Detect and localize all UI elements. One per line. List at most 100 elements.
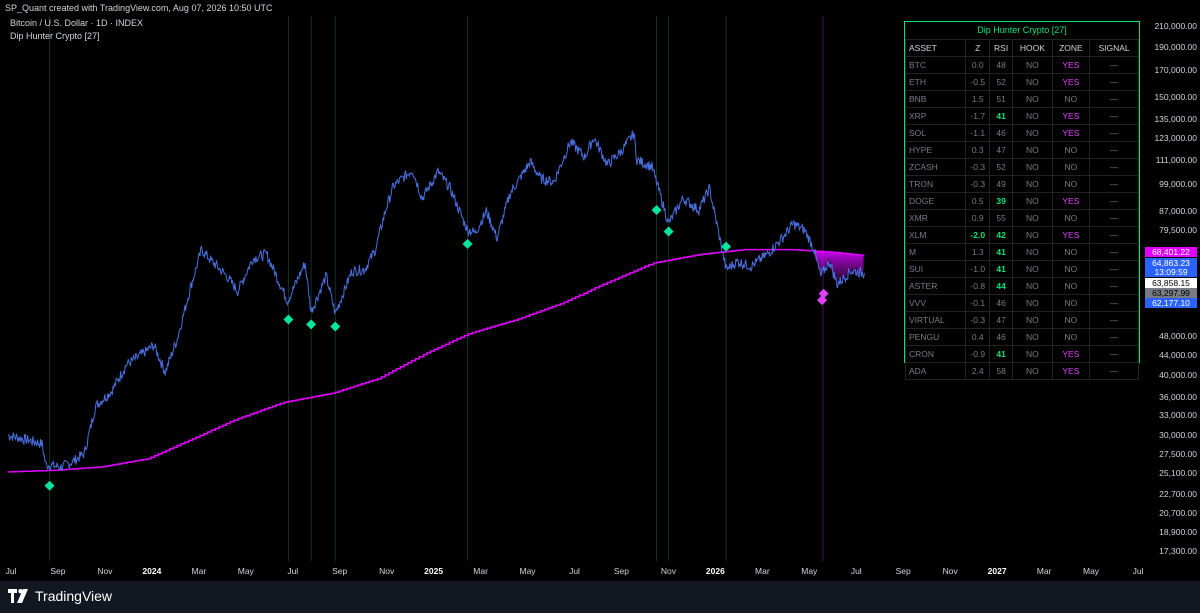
table-cell: -1.1 — [965, 124, 991, 142]
table-body: BTC 0.0 48 NO YES — ETH -0.5 52 NO YES — BNB 1.5 51 NO N… — [904, 56, 1139, 380]
table-cell: NO — [1012, 141, 1053, 159]
tradingview-brand[interactable]: TradingView — [8, 588, 112, 604]
table-cell: 46 — [989, 328, 1014, 346]
table-cell: — — [1089, 158, 1139, 176]
signal-marker-4 — [462, 238, 473, 249]
zone-fill-area — [813, 251, 864, 288]
table-cell: 47 — [989, 311, 1014, 329]
table-cell: NO — [1012, 362, 1053, 380]
footer-bar: TradingView — [0, 581, 1200, 613]
table-cell: 44 — [989, 277, 1014, 295]
price-tick: 99,000.00 — [1159, 179, 1197, 189]
table-cell: YES — [1051, 192, 1091, 210]
time-tick: Mar — [755, 566, 770, 576]
header-bar: SP_Quant created with TradingView.com, A… — [0, 0, 1200, 16]
price-tick: 17,300.00 — [1159, 546, 1197, 557]
table-cell: 51 — [989, 90, 1014, 108]
table-cell: -0.1 — [965, 294, 991, 312]
table-cell: -0.8 — [965, 277, 991, 295]
price-tick: 22,700.00 — [1159, 488, 1197, 499]
table-row: DOGE 0.5 39 NO YES — — [904, 192, 1139, 210]
table-cell: 0.4 — [965, 328, 991, 346]
price-tick: 20,700.00 — [1159, 508, 1197, 519]
time-tick: 2026 — [705, 566, 725, 576]
table-row: ZCASH -0.3 52 NO NO — — [904, 158, 1139, 176]
table-cell: M — [904, 243, 967, 261]
table-cell: 41 — [989, 345, 1014, 363]
table-cell: BNB — [904, 90, 967, 108]
signal-marker-5 — [651, 204, 662, 215]
dip-hunter-table: Dip Hunter Crypto [27] ASSET Z RSI HOOK ZONE… — [904, 21, 1140, 380]
table-cell: NO — [1012, 73, 1053, 91]
table-cell: — — [1089, 175, 1139, 193]
table-cell: NO — [1012, 124, 1053, 142]
time-tick: Nov — [97, 566, 113, 576]
table-row: XMR 0.9 55 NO NO — — [904, 209, 1139, 227]
table-cell: YES — [1051, 73, 1091, 91]
table-cell: NO — [1012, 311, 1053, 329]
price-axis[interactable]: 210,000.00 190,000.00 170,000.00 150,000.00… — [1143, 16, 1200, 561]
table-cell: ETH — [904, 73, 967, 91]
table-cell: 52 — [989, 73, 1014, 91]
table-cell: PENGU — [904, 328, 967, 346]
table-cell: NO — [1012, 328, 1053, 346]
price-tick: 27,500.00 — [1159, 448, 1197, 459]
table-cell: NO — [1051, 175, 1091, 193]
moving-average-line — [8, 248, 865, 473]
table-cell: 52 — [989, 158, 1014, 176]
table-cell: 46 — [989, 124, 1014, 142]
table-cell: VVV — [904, 294, 967, 312]
signal-vertical-lines — [49, 16, 825, 561]
table-cell: 0.9 — [965, 209, 991, 227]
table-cell: SUI — [904, 260, 967, 278]
table-cell: — — [1089, 90, 1139, 108]
symbol-legend[interactable]: Bitcoin / U.S. Dollar · 1D · INDEX — [10, 18, 144, 28]
price-label-1: 64,863.23 — [1145, 258, 1197, 268]
time-tick: May — [801, 566, 818, 576]
table-cell: NO — [1012, 277, 1053, 295]
price-tick: 190,000.00 — [1154, 41, 1197, 52]
price-label-4: 63,297.99 — [1145, 288, 1197, 298]
table-cell: NO — [1012, 294, 1053, 312]
table-row: ADA 2.4 58 NO YES — — [904, 362, 1139, 380]
table-cell: SOL — [904, 124, 967, 142]
table-cell: — — [1089, 345, 1139, 363]
table-header-row: ASSET Z RSI HOOK ZONE SIGNAL — [904, 39, 1139, 57]
table-cell: VIRTUAL — [904, 311, 967, 329]
table-cell: NO — [1051, 209, 1091, 227]
table-cell: 46 — [989, 294, 1014, 312]
table-cell: 0.5 — [965, 192, 991, 210]
time-tick: May — [1083, 566, 1100, 576]
table-cell: NO — [1051, 294, 1091, 312]
table-cell: XRP — [904, 107, 967, 125]
table-cell: — — [1089, 56, 1139, 74]
table-cell: YES — [1051, 345, 1091, 363]
indicator-legend[interactable]: Dip Hunter Crypto [27] — [10, 31, 100, 41]
table-row: BTC 0.0 48 NO YES — — [904, 56, 1139, 74]
table-row: SOL -1.1 46 NO YES — — [904, 124, 1139, 142]
table-cell: — — [1089, 73, 1139, 91]
table-cell: NO — [1051, 277, 1091, 295]
table-cell: CRON — [904, 345, 967, 363]
time-axis[interactable]: Jul Sep Nov 2024 Mar May Jul Sep Nov 2025 Mar May Ju… — [0, 561, 1144, 581]
signal-markers — [44, 204, 829, 491]
table-cell: — — [1089, 243, 1139, 261]
table-cell: NO — [1051, 311, 1091, 329]
table-cell: — — [1089, 107, 1139, 125]
table-cell: NO — [1051, 141, 1091, 159]
table-cell: NO — [1012, 90, 1053, 108]
table-cell: NO — [1012, 243, 1053, 261]
table-cell: NO — [1051, 243, 1091, 261]
header-cell: HOOK — [1012, 39, 1053, 57]
time-tick: 2027 — [987, 566, 1007, 576]
table-row: ASTER -0.8 44 NO NO — — [904, 277, 1139, 295]
table-cell: YES — [1051, 107, 1091, 125]
price-chart[interactable] — [0, 0, 1143, 561]
table-cell: -0.3 — [965, 175, 991, 193]
table-cell: 49 — [989, 175, 1014, 193]
table-row: PENGU 0.4 46 NO NO — — [904, 328, 1139, 346]
table-cell: ADA — [904, 362, 967, 380]
price-tick: 25,100.00 — [1159, 467, 1197, 478]
price-tick: 210,000.00 — [1154, 20, 1197, 31]
brand-name: TradingView — [35, 588, 113, 604]
